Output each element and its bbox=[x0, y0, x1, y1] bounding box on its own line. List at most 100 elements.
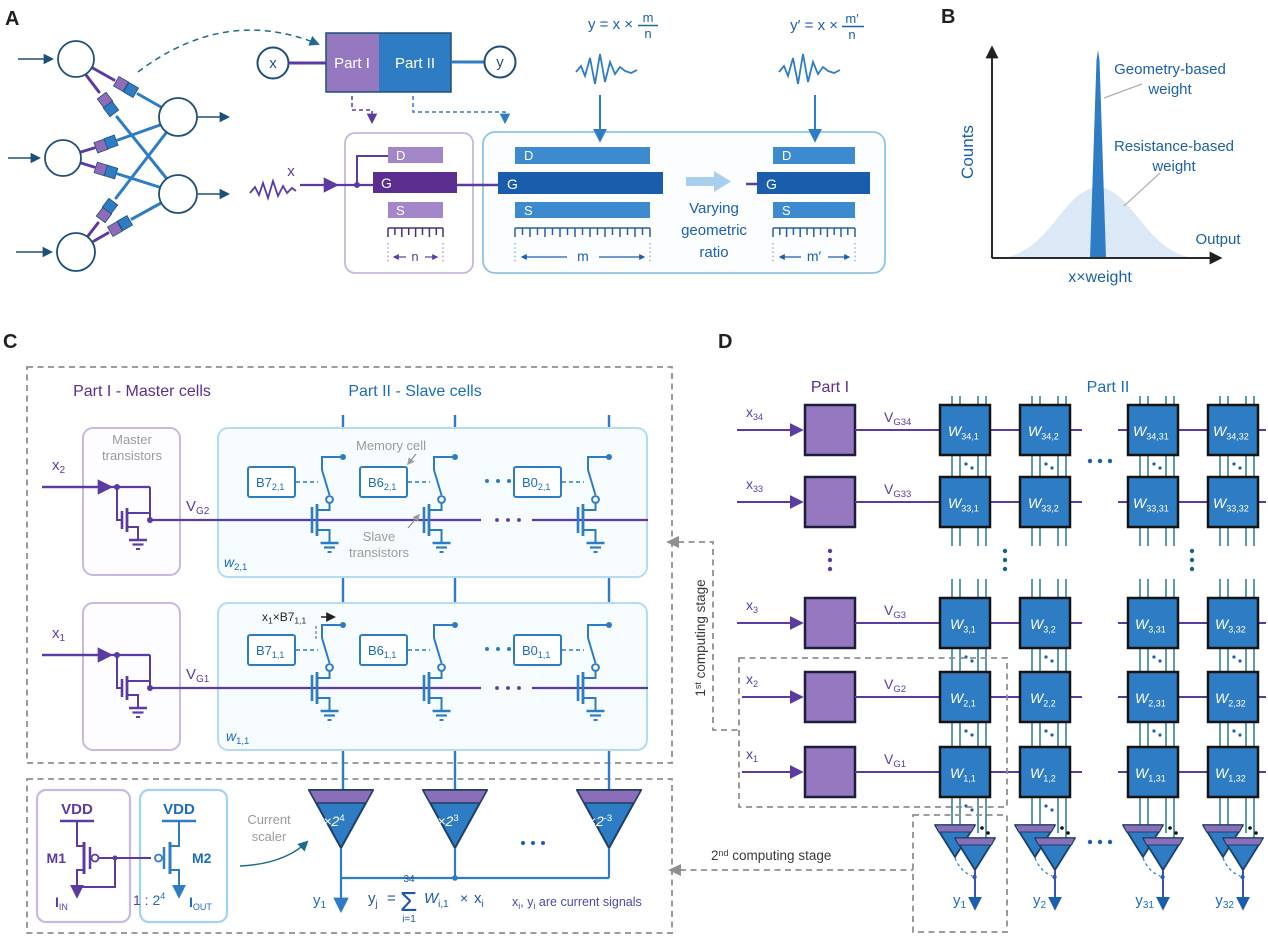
eq-equals: = bbox=[387, 890, 396, 907]
part2-label: Part II bbox=[395, 55, 435, 72]
w-1-2: W1,2 bbox=[1030, 765, 1056, 784]
x-node-label: x bbox=[269, 55, 277, 72]
formula1-lhs: y = x × bbox=[588, 16, 633, 33]
bit-register-b0-21 bbox=[513, 466, 562, 498]
vg2-label-d: VG2 bbox=[884, 676, 906, 695]
m2-gate-bar bbox=[757, 172, 870, 194]
weight-cell bbox=[1018, 403, 1072, 457]
column-ellipsis-top bbox=[1087, 458, 1113, 464]
two-part-cell-block: x Part I Part II y bbox=[256, 32, 517, 125]
eq-times: × bbox=[460, 890, 468, 906]
n-gate-label: G bbox=[381, 175, 392, 191]
formula1-den: n bbox=[644, 26, 651, 41]
eq-y: yj bbox=[368, 890, 378, 910]
network-neurons bbox=[44, 40, 198, 272]
d-row-34: x34 VG34 W34,1 W34,2 W34,31 W34,32 bbox=[737, 403, 1266, 457]
iin-label: IIN bbox=[55, 894, 68, 912]
weight-cell bbox=[938, 670, 992, 724]
panel-d: D Part I Part II x34 VG34 W34,1 W34, bbox=[718, 331, 1266, 933]
part1-dashed-pointer bbox=[351, 96, 378, 125]
vdd2-label: VDD bbox=[163, 801, 195, 818]
weight-cell bbox=[1126, 475, 1180, 529]
current-signals-note: xi, yi are current signals bbox=[512, 895, 642, 911]
slave-note-line2: transistors bbox=[349, 545, 409, 560]
n-source-label: S bbox=[396, 203, 405, 218]
y31-label: y31 bbox=[1135, 892, 1154, 911]
bit-register-b7-11 bbox=[247, 634, 296, 666]
x1-label: x1 bbox=[52, 625, 66, 644]
w-34-31: W34,31 bbox=[1133, 423, 1169, 442]
x-waveform bbox=[249, 177, 297, 202]
vg1-label: VG1 bbox=[186, 666, 210, 685]
weight-cell bbox=[1126, 745, 1180, 799]
stage2-dashed-box bbox=[912, 814, 1008, 933]
weight-cell bbox=[1018, 596, 1072, 650]
n-source-bar bbox=[388, 202, 443, 218]
bitline-node-dots bbox=[340, 622, 612, 628]
bit-label-b0-11: B01,1 bbox=[522, 643, 550, 660]
m-gate-bar bbox=[498, 172, 663, 194]
weight-cell bbox=[1018, 670, 1072, 724]
weight-cell bbox=[1206, 670, 1260, 724]
stage2-label: 2nd computing stage bbox=[711, 848, 831, 863]
bit-register-b7-21 bbox=[247, 466, 296, 498]
bit-ellipsis bbox=[485, 479, 511, 483]
part2-slave-title: Part II - Slave cells bbox=[348, 383, 481, 400]
mirror-slave-box bbox=[138, 788, 229, 924]
weighted-sum-equation: yj = Σ 34 i=1 Wi,1 × xi bbox=[368, 874, 484, 925]
w21-label: w2,1 bbox=[224, 554, 247, 573]
weight-cell bbox=[1206, 745, 1260, 799]
bit-label-b7-21: B72,1 bbox=[256, 475, 284, 492]
y2-label: y2 bbox=[1033, 892, 1047, 911]
y2-waveform bbox=[778, 53, 841, 85]
formula2-lhs: y′ = x × bbox=[790, 17, 838, 34]
n-dim-label: n bbox=[411, 249, 418, 264]
junction-dot bbox=[112, 855, 118, 861]
eq-x: xi bbox=[474, 890, 484, 910]
part1-master-title: Part I - Master cells bbox=[73, 383, 211, 400]
weight-cell bbox=[938, 745, 992, 799]
x1b7-annotation: x1×B71,1 bbox=[262, 610, 307, 626]
stage1-arrowhead bbox=[666, 536, 679, 548]
master-cell-33 bbox=[803, 475, 857, 529]
weight-cell bbox=[1018, 745, 1072, 799]
weight-cell-box bbox=[217, 427, 648, 578]
stage-connectors: 1st computing stage 2nd computing stage bbox=[666, 536, 913, 876]
bitline-node-dots bbox=[340, 454, 612, 460]
x-axis-title: x×weight bbox=[1068, 269, 1132, 286]
panel-d-label: D bbox=[718, 331, 732, 353]
junction-dot bbox=[114, 652, 120, 658]
w-1-32: W1,32 bbox=[1215, 765, 1246, 784]
d-row-2: x2 VG2 W2,1 W2,2 W2,31 W2,32 bbox=[742, 670, 1266, 724]
vg3-label: VG3 bbox=[884, 602, 906, 621]
w-3-2: W3,2 bbox=[1030, 616, 1056, 635]
m-source-bar bbox=[515, 202, 650, 218]
d-row-1: x1 VG1 W1,1 W1,2 W1,31 W1,32 bbox=[742, 745, 1266, 799]
network-input-arrows bbox=[8, 53, 231, 258]
varying-line2: geometric bbox=[681, 222, 747, 239]
scaler-note-line2: scaler bbox=[252, 829, 287, 844]
bit-label-b6-11: B61,1 bbox=[368, 643, 396, 660]
vg2-ellipsis bbox=[495, 518, 521, 522]
weight-cell bbox=[1126, 596, 1180, 650]
legend-resistance-line1: Resistance-based bbox=[1114, 138, 1234, 155]
y-node-circle bbox=[483, 45, 517, 79]
scaler-ellipsis bbox=[521, 841, 545, 845]
w-2-1: W2,1 bbox=[950, 690, 976, 709]
vg1-label-d: VG1 bbox=[884, 751, 906, 770]
m2-dim-label: m′ bbox=[807, 248, 822, 264]
n-drain-bar bbox=[388, 147, 443, 163]
m2-source-wire bbox=[170, 821, 180, 847]
m-box bbox=[482, 131, 886, 274]
x2-label: x2 bbox=[746, 671, 758, 689]
w-2-2: W2,2 bbox=[1030, 690, 1056, 709]
m2-drain-label: D bbox=[782, 148, 791, 163]
m-ruler bbox=[514, 227, 651, 237]
w-34-32: W34,32 bbox=[1213, 423, 1249, 442]
m-dim-label: m bbox=[577, 248, 589, 264]
m2-source-label: S bbox=[782, 203, 791, 218]
w-34-1: W34,1 bbox=[948, 423, 979, 442]
w-2-31: W2,31 bbox=[1135, 690, 1166, 709]
m-source-label: S bbox=[524, 203, 533, 218]
